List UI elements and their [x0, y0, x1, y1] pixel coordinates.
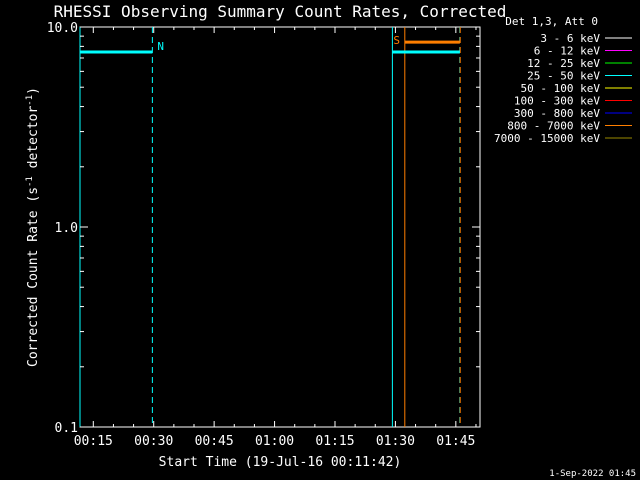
x-tick-label: 01:30 [376, 434, 415, 449]
chart-title: RHESSI Observing Summary Count Rates, Co… [54, 2, 507, 21]
y-tick-label: 1.0 [55, 221, 78, 236]
legend-label: 50 - 100 keV [521, 82, 601, 95]
x-tick-label: 00:30 [134, 434, 173, 449]
legend-label: 7000 - 15000 keV [494, 132, 600, 145]
x-tick-label: 01:15 [315, 434, 354, 449]
x-axis-label: Start Time (19-Jul-16 00:11:42) [159, 455, 402, 470]
legend-header: Det 1,3, Att 0 [505, 15, 598, 28]
legend-label: 6 - 12 keV [534, 45, 601, 58]
legend-label: 3 - 6 keV [540, 32, 600, 45]
legend-label: 800 - 7000 keV [507, 120, 600, 133]
y-tick-label: 0.1 [55, 421, 78, 436]
y-axis-label: Corrected Count Rate (s-1 detector-1) [25, 87, 41, 367]
legend-label: 300 - 800 keV [514, 107, 600, 120]
x-tick-label: 01:00 [255, 434, 294, 449]
annotation-label: N [157, 40, 164, 53]
y-tick-label: 10.0 [47, 21, 78, 36]
legend-label: 12 - 25 keV [527, 57, 600, 70]
legend-label: 25 - 50 keV [527, 70, 600, 83]
x-tick-label: 00:15 [74, 434, 113, 449]
x-tick-label: 01:45 [436, 434, 475, 449]
footer-timestamp: 1-Sep-2022 01:45 [549, 469, 636, 479]
annotation-label: S [393, 34, 400, 47]
legend-label: 100 - 300 keV [514, 95, 600, 108]
x-tick-label: 00:45 [195, 434, 234, 449]
